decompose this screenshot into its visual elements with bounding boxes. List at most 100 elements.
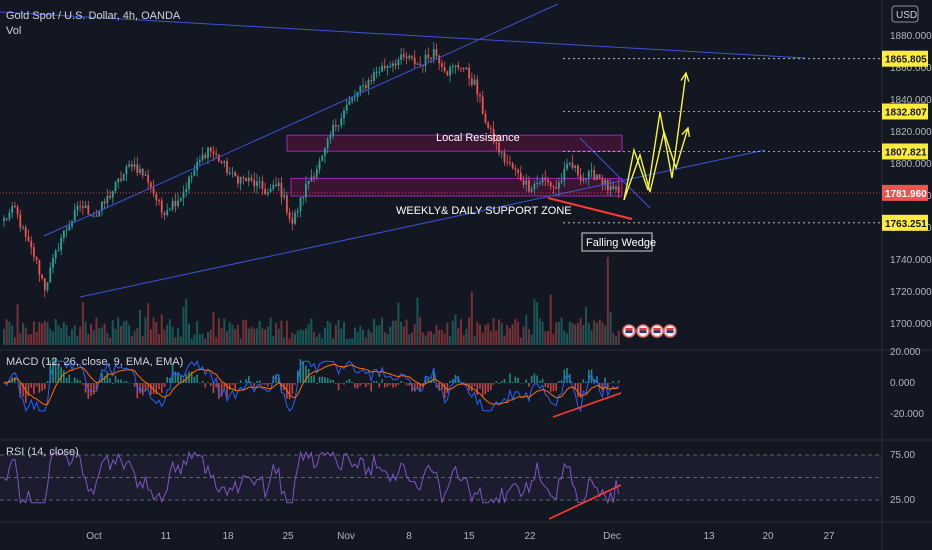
macd-histogram-bar <box>299 359 302 383</box>
candle-body <box>441 63 443 68</box>
macd-histogram-bar <box>68 374 71 383</box>
candle-body <box>247 177 250 182</box>
volume-bar <box>500 322 503 345</box>
candle-body <box>204 154 207 158</box>
flag-stripe-icon <box>653 330 661 333</box>
candle-body <box>413 57 416 65</box>
symbol-title[interactable]: Gold Spot / U.S. Dollar, 4h, OANDA <box>6 10 181 22</box>
macd-histogram-bar <box>481 383 484 397</box>
candle-body <box>239 177 242 184</box>
candle-body <box>367 80 370 89</box>
macd-histogram-bar <box>131 382 133 384</box>
volume-bar <box>109 337 112 345</box>
candle-body <box>604 179 607 185</box>
candle-body <box>101 201 103 212</box>
macd-histogram-bar <box>441 383 443 390</box>
macd-histogram-bar <box>588 370 590 383</box>
macd-histogram-bar <box>416 383 419 389</box>
volume-legend[interactable]: Vol <box>6 25 22 37</box>
macd-histogram-bar <box>3 383 5 384</box>
volume-bar <box>424 335 427 345</box>
candle-body <box>427 54 430 58</box>
candle-body <box>375 71 378 73</box>
candle-body <box>424 54 427 66</box>
macd-histogram-bar <box>446 383 449 394</box>
candle-body <box>136 164 139 173</box>
support-zone-label: WEEKLY& DAILY SUPPORT ZONE <box>396 205 572 217</box>
macd-histogram-bar <box>196 374 198 383</box>
time-tick-label: 8 <box>406 531 412 542</box>
channel-lower-line <box>79 149 766 298</box>
macd-legend[interactable]: MACD (12, 26, close, 9, EMA, EMA) <box>6 356 184 368</box>
rsi-legend[interactable]: RSI (14, close) <box>6 446 79 458</box>
candle-body <box>615 186 617 190</box>
volume-bar <box>547 331 549 345</box>
candle-body <box>41 274 43 279</box>
local-resistance-label: Local Resistance <box>436 132 520 144</box>
candle-body <box>538 182 541 184</box>
macd-histogram-bar <box>498 383 500 385</box>
candle-body <box>193 169 196 176</box>
volume-bar <box>549 294 552 345</box>
candle-body <box>451 66 454 68</box>
candle-body <box>207 147 209 158</box>
macd-histogram-bar <box>46 381 49 383</box>
volume-bar <box>60 327 63 345</box>
candle-body <box>492 128 495 143</box>
candle-body <box>495 142 498 144</box>
macd-histogram-bar <box>617 380 620 383</box>
volume-bar <box>606 257 609 345</box>
candle-body <box>215 153 218 155</box>
macd-histogram-bar <box>318 376 321 383</box>
candle-body <box>133 164 136 167</box>
volume-bar <box>435 325 438 345</box>
candle-body <box>22 227 24 229</box>
volume-bar <box>400 321 403 345</box>
currency-box <box>891 5 919 23</box>
candle-body <box>302 197 305 199</box>
price-label-text: 1832.807 <box>885 108 927 119</box>
volume-bar <box>204 338 207 345</box>
candle-body <box>547 180 549 183</box>
candle-body <box>334 124 337 127</box>
macd-histogram-bar <box>147 383 149 389</box>
candle-body <box>30 240 33 248</box>
volume-bar <box>32 321 35 345</box>
candle-body <box>212 151 215 154</box>
candle-body <box>489 127 492 129</box>
candle-body <box>294 212 296 224</box>
volume-bar <box>481 332 484 345</box>
candle-body <box>351 98 354 102</box>
volume-bar <box>370 332 373 345</box>
candle-body <box>536 182 539 184</box>
candle-body <box>552 186 555 188</box>
volume-bar <box>193 334 196 345</box>
candle-body <box>122 173 125 181</box>
candle-body <box>49 267 52 283</box>
volume-bar <box>519 337 522 345</box>
volume-bar <box>198 334 201 345</box>
volume-bar <box>166 324 169 345</box>
candle-body <box>416 63 419 65</box>
volume-bar <box>416 297 419 345</box>
price-tick-label: 1820.000 <box>890 127 932 138</box>
candle-body <box>117 178 120 183</box>
candle-body <box>582 179 585 181</box>
volume-bar <box>19 332 22 345</box>
volume-bar <box>90 324 93 345</box>
volume-bar <box>604 325 607 345</box>
candle-body <box>13 206 16 208</box>
candle-body <box>198 160 201 163</box>
candle-body <box>574 165 577 168</box>
candle-body <box>411 56 413 58</box>
macd-histogram-bar <box>101 372 103 383</box>
volume-bar <box>177 328 180 345</box>
candle-body <box>305 183 307 198</box>
price-tick-label: 1700.000 <box>890 319 932 330</box>
time-tick-label: 27 <box>823 531 835 542</box>
volume-bar <box>615 336 617 345</box>
volume-bar <box>375 325 378 345</box>
volume-bar <box>234 329 237 345</box>
volume-bar <box>372 318 375 345</box>
